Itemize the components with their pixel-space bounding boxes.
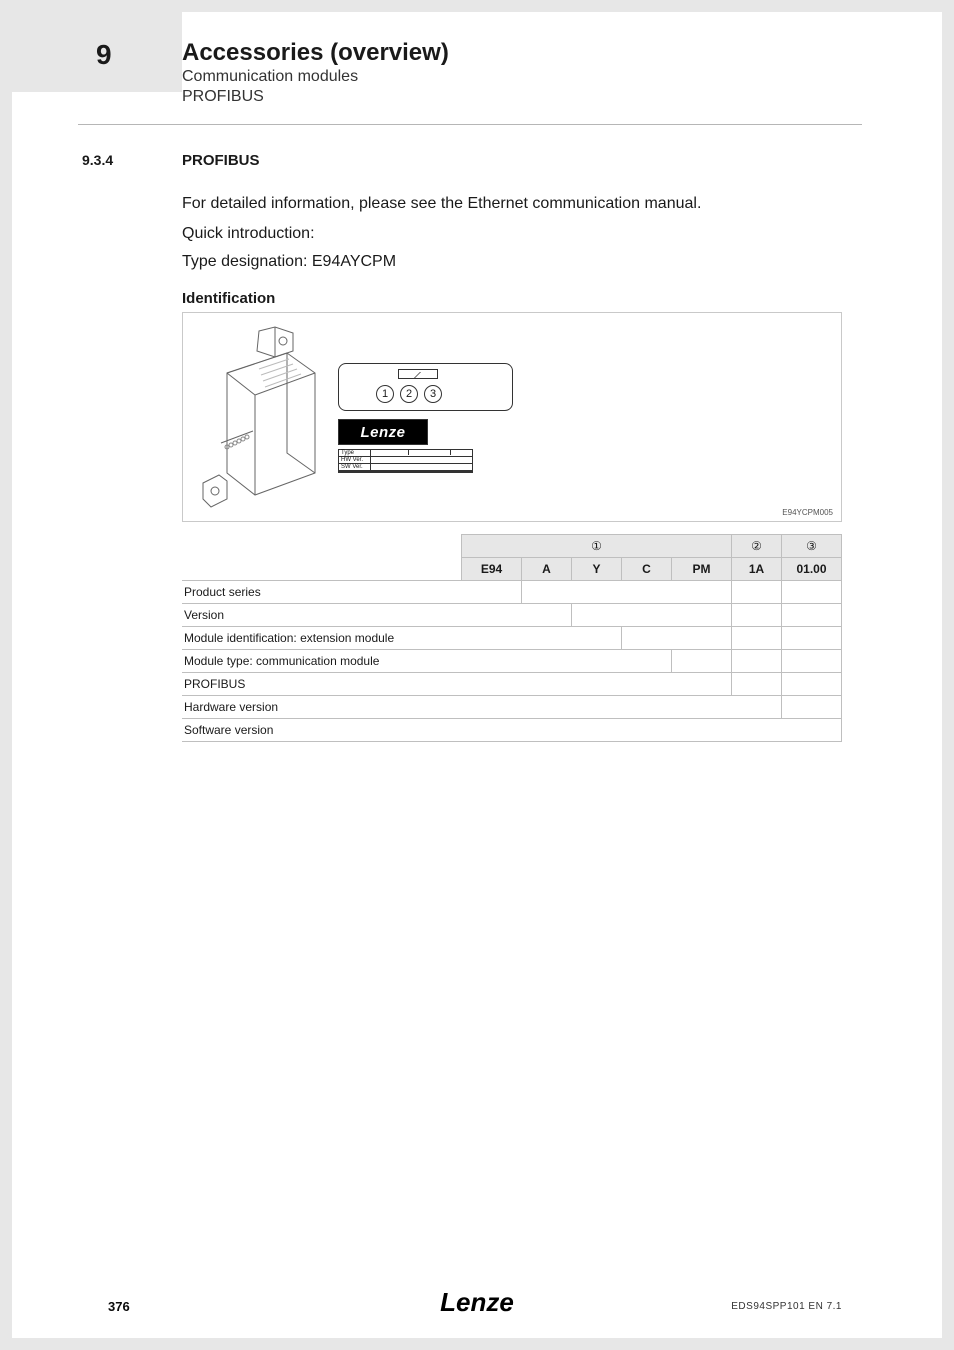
callout-3: 3 xyxy=(424,385,442,403)
col-header: PM xyxy=(672,558,732,581)
identification-heading: Identification xyxy=(182,290,275,307)
row-label: Version xyxy=(182,604,462,627)
table-row: Product series xyxy=(182,581,842,604)
nameplate-brand: Lenze xyxy=(338,419,428,445)
row-label: Product series xyxy=(182,581,462,604)
callout-1: 1 xyxy=(376,385,394,403)
page-footer: 376 Lenze EDS94SPP101 EN 7.1 xyxy=(12,1278,942,1318)
table-row: Version xyxy=(182,604,842,627)
col-header: 01.00 xyxy=(782,558,842,581)
body-paragraph: Type designation: E94AYCPM xyxy=(182,250,396,274)
table-row: Module identification: extension module xyxy=(182,627,842,650)
table-row: Hardware version xyxy=(182,696,842,719)
page-header: 9 Accessories (overview) Communication m… xyxy=(12,12,942,92)
identification-figure: 1 2 3 Lenze Type HW Ver. SW Ver. E94YCPM… xyxy=(182,312,842,522)
page-number: 376 xyxy=(108,1299,130,1314)
body-paragraph: Quick introduction: xyxy=(182,222,315,246)
col-header: E94 xyxy=(462,558,522,581)
group-header-2: ② xyxy=(732,535,782,558)
module-3d-sketch xyxy=(197,323,327,513)
table-row: PROFIBUS xyxy=(182,673,842,696)
col-header: Y xyxy=(572,558,622,581)
field-label: Type xyxy=(339,450,371,456)
group-header-3: ③ xyxy=(782,535,842,558)
divider xyxy=(78,124,862,125)
identification-table: ① ② ③ E94 A Y C PM 1A 01.00 Product seri… xyxy=(182,534,842,742)
callout-2: 2 xyxy=(400,385,418,403)
group-header-1: ① xyxy=(462,535,732,558)
section-number: 9.3.4 xyxy=(82,152,113,168)
section-title: PROFIBUS xyxy=(182,152,260,169)
nameplate-fields: Type HW Ver. SW Ver. xyxy=(338,449,473,473)
row-label: Hardware version xyxy=(182,696,462,719)
document-id: EDS94SPP101 EN 7.1 xyxy=(731,1301,842,1312)
chapter-title: Accessories (overview) xyxy=(182,39,449,67)
chapter-subtitle-1: Communication modules xyxy=(182,68,358,86)
row-label: PROFIBUS xyxy=(182,673,462,696)
table-body: Product series Version Module identifica… xyxy=(182,581,842,742)
field-label: HW Ver. xyxy=(339,457,371,463)
body-paragraph: For detailed information, please see the… xyxy=(182,192,701,216)
field-label: SW Ver. xyxy=(339,464,371,470)
footer-logo: Lenze xyxy=(440,1287,514,1318)
nameplate-diagram: 1 2 3 Lenze Type HW Ver. SW Ver. xyxy=(338,363,513,513)
nameplate-callouts: 1 2 3 xyxy=(376,385,442,403)
row-label: Module type: communication module xyxy=(182,650,462,673)
row-label: Module identification: extension module xyxy=(182,627,462,650)
table-row: Module type: communication module xyxy=(182,650,842,673)
table-row: Software version xyxy=(182,719,842,742)
chapter-subtitle-2: PROFIBUS xyxy=(182,88,264,106)
col-header: A xyxy=(522,558,572,581)
col-header: 1A xyxy=(732,558,782,581)
col-header: C xyxy=(622,558,672,581)
figure-caption: E94YCPM005 xyxy=(782,508,833,517)
row-label: Software version xyxy=(182,719,462,742)
page: 9 Accessories (overview) Communication m… xyxy=(12,12,942,1338)
nameplate-slot xyxy=(398,369,438,379)
chapter-number-box: 9 xyxy=(12,12,182,92)
chapter-number: 9 xyxy=(96,39,112,71)
